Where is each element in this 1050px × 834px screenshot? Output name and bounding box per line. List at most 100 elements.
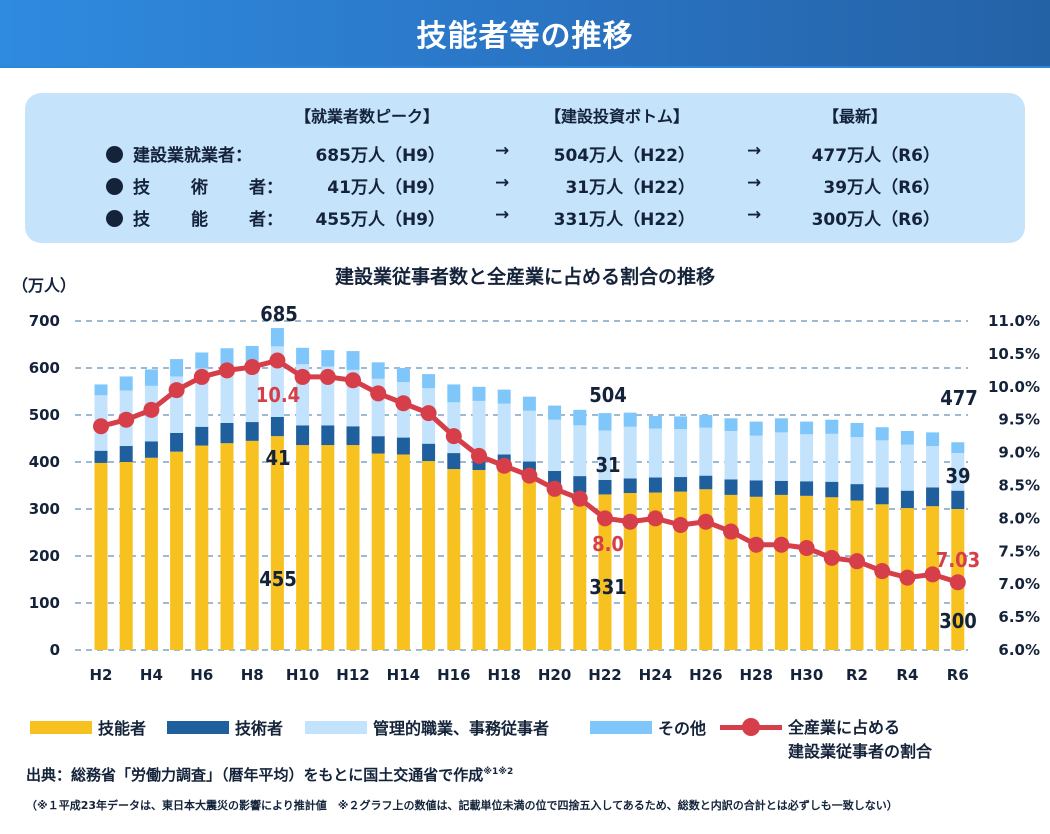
bar-segment <box>951 453 965 491</box>
bullet-icon <box>106 178 123 195</box>
summary-peak-value: 41万人（H9） <box>327 178 445 198</box>
ratio-point <box>597 510 613 527</box>
y-tick-label: 700 <box>29 312 60 330</box>
bar-segment <box>170 359 184 377</box>
ratio-point <box>899 569 916 586</box>
bar-segment <box>321 425 335 446</box>
summary-row-label: 建設業就業者： <box>133 146 252 166</box>
bar-segment <box>774 432 788 481</box>
bar-segment <box>195 352 209 369</box>
bar-segment <box>396 454 410 650</box>
bar-segment <box>623 478 637 494</box>
x-tick-label: H26 <box>689 666 722 684</box>
annotation-engineers: 31 <box>595 453 620 477</box>
ratio-point <box>143 401 160 418</box>
bar-segment <box>800 434 814 482</box>
bar-segment <box>724 494 738 650</box>
ratio-point <box>93 418 109 435</box>
bar-segment <box>245 422 259 441</box>
legend-swatch <box>167 720 229 734</box>
arrow-icon: → <box>747 205 762 225</box>
y2-tick-label: 8.5% <box>998 477 1040 495</box>
summary-col-bottom: 【建設投資ボトム】 <box>545 107 690 126</box>
bar-segment <box>674 429 688 478</box>
bar-segment <box>598 413 612 431</box>
bar-segment <box>850 500 864 650</box>
ratio-point <box>269 352 286 369</box>
bar-segment <box>447 402 461 454</box>
bar-segment <box>699 415 713 428</box>
arrow-icon: → <box>747 173 762 193</box>
bar-segment <box>875 440 889 488</box>
bar-segment <box>900 444 914 491</box>
bar-segment <box>926 432 940 447</box>
bar-segment <box>497 403 511 455</box>
bar-segment <box>825 481 839 498</box>
bar-segment <box>472 400 486 453</box>
x-tick-label: H28 <box>739 666 772 684</box>
x-tick-label: H18 <box>487 666 520 684</box>
y2-tick-label: 6.5% <box>998 608 1040 626</box>
ratio-point <box>420 405 437 422</box>
bar-segment <box>749 421 763 436</box>
legend-item-engineers: 技術者 <box>167 716 283 738</box>
bar-segment <box>951 442 965 454</box>
bar-segment <box>598 430 612 480</box>
annotation-skilled: 455 <box>259 567 297 591</box>
bar-segment <box>270 328 284 347</box>
bar-segment <box>598 479 612 495</box>
ratio-point <box>345 372 361 389</box>
arrow-icon: → <box>747 141 762 161</box>
bar-segment <box>699 475 713 490</box>
page-title: 技能者等の推移 <box>416 19 634 54</box>
bar-segment <box>422 461 436 650</box>
summary-peak-value: 455万人（H9） <box>315 210 445 230</box>
ratio-point <box>319 368 336 385</box>
bar-segment <box>119 446 133 462</box>
bar-segment <box>850 484 864 501</box>
ratio-point <box>219 362 235 379</box>
bar-segment <box>170 451 184 650</box>
bar-segment <box>170 432 184 452</box>
x-tick-label: H20 <box>538 666 571 684</box>
annotation-engineers: 39 <box>945 464 970 488</box>
bar-segment <box>724 418 738 431</box>
bar-segment <box>270 416 284 437</box>
summary-row-label: 技能者： <box>133 210 283 230</box>
source-text: 出典：総務省「労働力調査」（暦年平均）をもとに国土交通省で作成※1※2 <box>26 766 514 784</box>
bar-segment <box>245 345 259 362</box>
bar-segment <box>774 418 788 433</box>
ratio-point <box>773 536 790 553</box>
x-tick-label: H8 <box>241 666 264 684</box>
bar-segment <box>220 443 234 650</box>
ratio-point <box>294 368 311 385</box>
x-tick-label: H16 <box>437 666 470 684</box>
bar-segment <box>497 471 511 650</box>
arrow-icon: → <box>495 173 510 193</box>
bar-segment <box>875 427 889 441</box>
bar-segment <box>472 386 486 401</box>
summary-row-label: 技術者： <box>133 178 283 198</box>
bar-segment <box>195 426 209 446</box>
bar-segment <box>875 487 889 505</box>
bar-segment <box>472 469 486 650</box>
ratio-point <box>723 523 739 540</box>
annotation-ratio: 10.4 <box>256 383 300 407</box>
bar-segment <box>195 445 209 650</box>
y2-tick-label: 9.5% <box>998 411 1040 429</box>
bar-segment <box>270 436 284 650</box>
annotation-total: 477 <box>940 386 978 410</box>
y-tick-label: 600 <box>29 359 60 377</box>
bar-segment <box>245 361 259 423</box>
bar-segment <box>749 496 763 650</box>
bar-segment <box>674 416 688 430</box>
bar-segment <box>749 435 763 481</box>
summary-peak-value: 685万人（H9） <box>315 146 445 166</box>
ratio-point <box>874 563 891 580</box>
summary-col-latest: 【最新】 <box>823 107 888 126</box>
summary-row-skilled: 技能者： 455万人（H9） → 331万人（H22） → 300万人（R6） <box>25 205 1025 235</box>
summary-latest-value: 477万人（R6） <box>811 146 940 166</box>
bar-segment <box>346 426 360 446</box>
ratio-point <box>118 411 135 428</box>
